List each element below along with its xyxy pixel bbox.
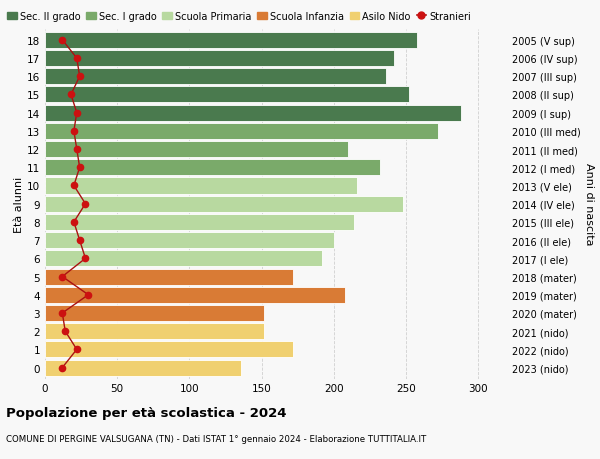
Bar (45, 106, 461, 121)
Bar (45, 214, 354, 230)
Text: Popolazione per età scolastica - 2024: Popolazione per età scolastica - 2024 (6, 406, 287, 419)
Bar (45, 341, 293, 358)
Y-axis label: Età alunni: Età alunni (14, 176, 24, 232)
Bar (45, 251, 322, 267)
Bar (45, 123, 438, 140)
Bar (45, 160, 380, 176)
Bar (45, 87, 409, 103)
Bar (45, 233, 334, 249)
Bar (45, 324, 265, 339)
Legend: Sec. II grado, Sec. I grado, Scuola Primaria, Scuola Infanzia, Asilo Nido, Stran: Sec. II grado, Sec. I grado, Scuola Prim… (7, 11, 471, 22)
Bar (45, 287, 346, 303)
Bar (45, 51, 394, 67)
Y-axis label: Anni di nascita: Anni di nascita (584, 163, 595, 246)
Text: COMUNE DI PERGINE VALSUGANA (TN) - Dati ISTAT 1° gennaio 2024 - Elaborazione TUT: COMUNE DI PERGINE VALSUGANA (TN) - Dati … (6, 434, 426, 443)
Bar (45, 178, 357, 194)
Bar (45, 269, 293, 285)
Bar (45, 69, 386, 85)
Bar (45, 305, 265, 321)
Bar (45, 196, 403, 212)
Bar (45, 33, 418, 49)
Bar (45, 360, 241, 376)
Bar (45, 142, 348, 158)
